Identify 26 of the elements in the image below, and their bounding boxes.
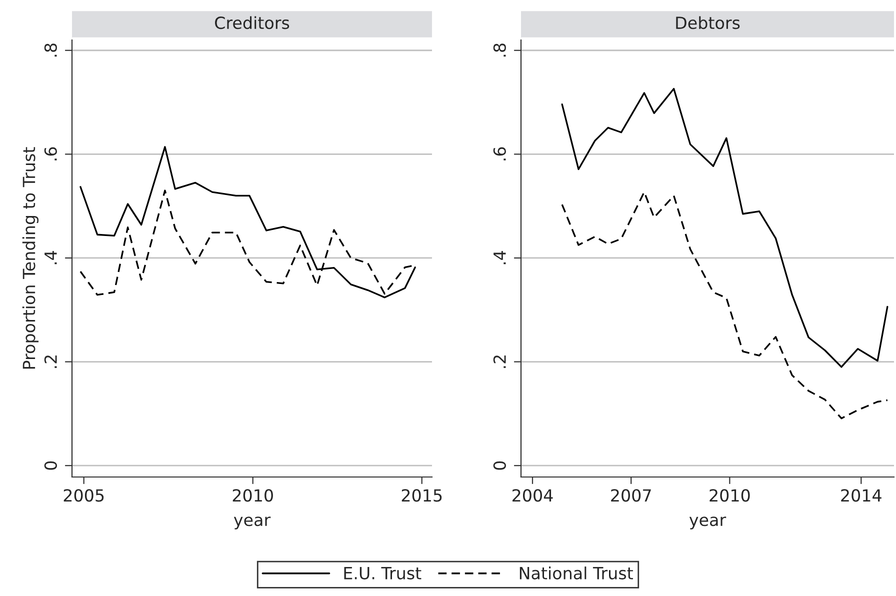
chart-title: Debtors <box>676 16 740 30</box>
y-tick-label: .4 <box>44 250 57 264</box>
x-tick-label: 2005 <box>64 489 104 502</box>
x-tick-label: 2015 <box>402 489 442 502</box>
line-series <box>561 191 888 420</box>
x-tick-label: 2004 <box>512 489 553 502</box>
y-tick-label: .8 <box>493 44 506 57</box>
legend-label: E.U. Trust <box>344 567 422 580</box>
y-tick-label: .6 <box>44 147 57 160</box>
x-tick-label: 2007 <box>611 489 651 502</box>
y-tick-label: .8 <box>44 44 57 57</box>
x-axis-title: year <box>234 516 271 530</box>
legend-label: National Trust <box>520 566 633 580</box>
x-axis-title: year <box>689 516 726 530</box>
x-tick-label: 2010 <box>710 489 750 502</box>
y-tick-label: .2 <box>493 356 506 368</box>
y-tick-label: 0 <box>44 461 57 470</box>
x-tick-label: 2014 <box>841 489 882 502</box>
y-axis-title: Proportion Tending to Trust <box>22 147 39 369</box>
y-tick-label: .4 <box>494 250 506 264</box>
chart-title: Creditors <box>215 16 290 30</box>
y-tick-label: .6 <box>493 147 506 160</box>
y-tick-label: 0 <box>493 461 506 470</box>
y-tick-label: .2 <box>44 356 57 368</box>
x-tick-label: 2010 <box>232 489 273 502</box>
line-series <box>561 88 888 368</box>
